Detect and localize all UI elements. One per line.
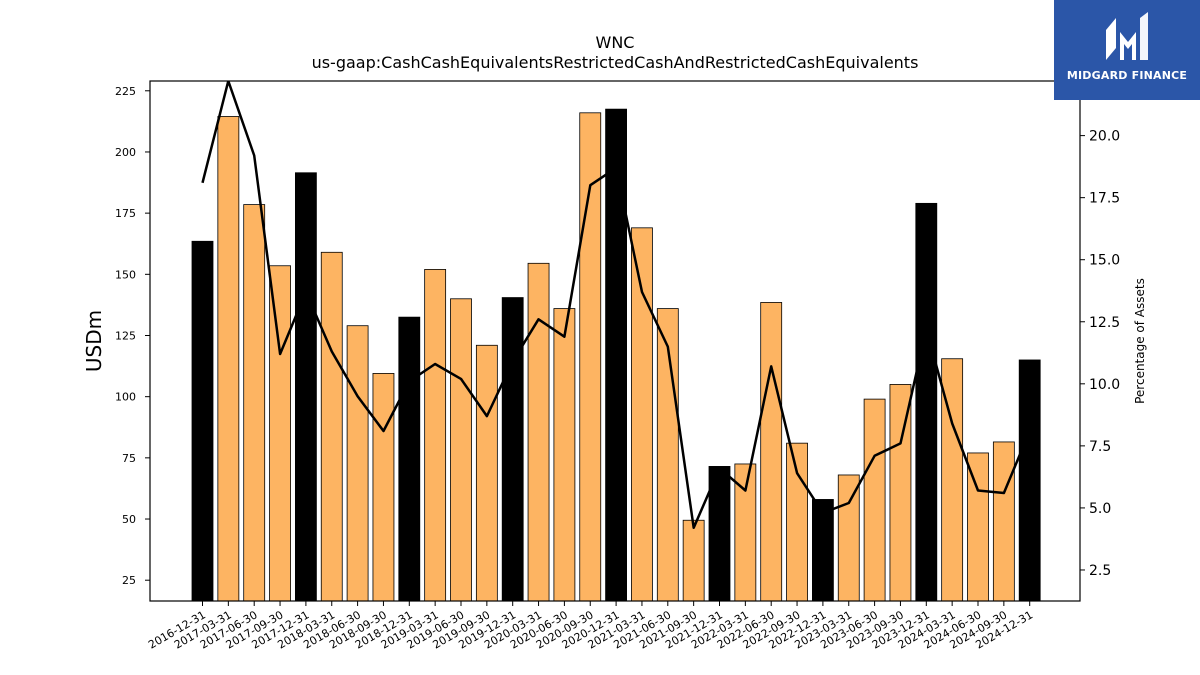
bar — [889, 384, 912, 602]
bar — [475, 344, 498, 602]
y-tick-label: 200 — [115, 146, 136, 159]
bar — [605, 108, 627, 602]
midgard-m-logo-icon — [1106, 12, 1148, 60]
y2-tick-label: 5.0 — [1089, 501, 1111, 517]
y2-tick-label: 7.5 — [1089, 439, 1111, 455]
y-tick-label: 150 — [115, 268, 136, 281]
chart-title: WNC — [596, 33, 635, 52]
bar — [553, 308, 576, 602]
bar — [915, 202, 938, 602]
bar — [424, 269, 447, 602]
percentage-line — [201, 81, 1031, 530]
bar — [1018, 359, 1041, 602]
y2-axis-label: Percentage of Assets — [1133, 278, 1147, 404]
bar — [837, 474, 860, 602]
y2-tick-label: 12.5 — [1089, 315, 1120, 331]
bar — [682, 519, 705, 602]
line-series — [201, 81, 1031, 530]
y-tick-label: 25 — [122, 574, 136, 587]
bar — [217, 116, 240, 602]
bar-series — [191, 108, 1041, 602]
bar — [372, 373, 395, 602]
bar — [812, 499, 834, 602]
bar — [760, 302, 783, 602]
y2-tick-label: 20.0 — [1089, 129, 1120, 145]
y2-tick-label: 15.0 — [1089, 253, 1120, 269]
bar — [631, 227, 653, 602]
bar — [863, 398, 886, 602]
bar — [243, 204, 266, 602]
y2-tick-label: 2.5 — [1089, 563, 1111, 579]
y-tick-label: 225 — [115, 85, 136, 98]
bar — [294, 172, 317, 602]
chart-subtitle: us-gaap:CashCashEquivalentsRestrictedCas… — [312, 53, 919, 72]
bar — [501, 297, 524, 602]
y-tick-label: 50 — [122, 513, 136, 526]
bar — [320, 251, 343, 602]
bar — [967, 452, 989, 602]
bar — [346, 325, 369, 602]
bar — [191, 240, 214, 602]
logo-text: MIDGARD FINANCE — [1066, 69, 1188, 82]
bar — [992, 441, 1015, 602]
y-tick-label: 175 — [115, 207, 136, 220]
y-tick-label: 125 — [115, 329, 136, 342]
y-tick-label: 75 — [122, 452, 136, 465]
y-tick-label: 100 — [115, 391, 136, 404]
plot-frame — [149, 80, 1081, 602]
bar — [269, 265, 291, 602]
bar — [786, 442, 808, 602]
bar — [450, 298, 472, 602]
y2-tick-label: 10.0 — [1089, 377, 1120, 393]
y2-tick-label: 17.5 — [1089, 191, 1120, 207]
brand-logo: MIDGARD FINANCE — [1054, 0, 1200, 100]
y-axis-label: USDm — [82, 310, 106, 372]
bar — [527, 262, 550, 602]
bar — [398, 316, 421, 602]
